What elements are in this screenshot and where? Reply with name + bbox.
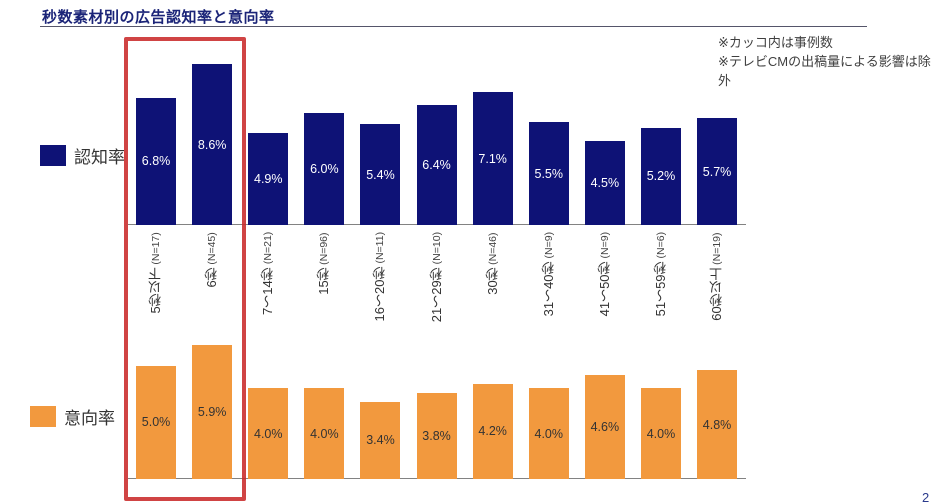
category-n-count: (N=9) bbox=[542, 232, 555, 262]
bar-value-label: 4.9% bbox=[254, 172, 283, 187]
category-label-6: 30秒 (N=46) bbox=[483, 232, 503, 295]
category-label-text: 6秒 bbox=[204, 267, 220, 288]
bar-value-label: 4.0% bbox=[254, 426, 283, 441]
bar-value-label: 3.4% bbox=[366, 433, 395, 448]
bar-value-label: 4.0% bbox=[646, 426, 676, 441]
intent-color-swatch bbox=[30, 406, 56, 427]
category-label-5: 21〜29秒 (N=10) bbox=[427, 232, 447, 322]
bar-value-label: 4.5% bbox=[590, 175, 620, 190]
awareness-legend-label: 認知率 bbox=[74, 148, 125, 167]
bar-認知率-1: 8.6% bbox=[192, 64, 233, 225]
bar-value-label: 4.8% bbox=[702, 417, 732, 432]
awareness-color-swatch bbox=[40, 145, 66, 166]
category-label-4: 16〜20秒 (N=11) bbox=[370, 232, 390, 321]
bar-value-label: 5.2% bbox=[646, 169, 676, 184]
category-label-text: 51〜59秒 bbox=[652, 261, 668, 317]
bar-意向率-2: 4.0% bbox=[248, 388, 289, 479]
category-label-text: 21〜29秒 bbox=[428, 267, 444, 323]
legend-intent: 意向率 bbox=[30, 404, 115, 429]
bar-認知率-10: 5.7% bbox=[697, 118, 738, 225]
bar-認知率-0: 6.8% bbox=[136, 97, 177, 225]
category-label-text: 5秒以下 bbox=[148, 267, 164, 314]
bar-意向率-4: 3.4% bbox=[360, 401, 401, 479]
bar-認知率-3: 6.0% bbox=[304, 112, 345, 225]
category-label-text: 15秒 bbox=[316, 267, 332, 295]
bar-value-label: 4.0% bbox=[310, 426, 339, 441]
bar-意向率-9: 4.0% bbox=[640, 388, 681, 479]
category-n-count: (N=19) bbox=[711, 232, 724, 268]
bar-value-label: 5.0% bbox=[141, 415, 171, 430]
footnote-line-1: ※カッコ内は事例数 bbox=[718, 35, 833, 50]
legend-awareness: 認知率 bbox=[40, 143, 125, 168]
bar-意向率-0: 5.0% bbox=[136, 365, 177, 479]
category-label-8: 41〜50秒 (N=9) bbox=[595, 232, 615, 316]
title-underline bbox=[40, 26, 867, 27]
category-n-count: (N=11) bbox=[374, 232, 387, 267]
category-n-count: (N=17) bbox=[150, 232, 163, 268]
category-label-text: 7〜14秒 bbox=[260, 267, 276, 316]
category-label-3: 15秒 (N=96) bbox=[314, 232, 334, 295]
bar-認知率-2: 4.9% bbox=[248, 133, 289, 225]
page-number: 2 bbox=[922, 490, 930, 504]
intent-legend-label: 意向率 bbox=[64, 409, 115, 428]
category-label-text: 31〜40秒 bbox=[540, 261, 556, 317]
bar-認知率-7: 5.5% bbox=[528, 122, 569, 225]
category-label-0: 5秒以下 (N=17) bbox=[146, 232, 166, 314]
category-label-text: 30秒 bbox=[484, 267, 500, 295]
bar-意向率-10: 4.8% bbox=[697, 370, 738, 479]
bar-意向率-5: 3.8% bbox=[416, 392, 457, 479]
category-n-count: (N=9) bbox=[598, 232, 611, 262]
category-n-count: (N=46) bbox=[486, 232, 499, 268]
bar-認知率-9: 5.2% bbox=[640, 127, 681, 225]
category-n-count: (N=10) bbox=[430, 232, 443, 268]
bar-value-label: 3.8% bbox=[422, 428, 451, 443]
bar-認知率-5: 6.4% bbox=[416, 105, 457, 225]
category-label-9: 51〜59秒 (N=6) bbox=[651, 232, 671, 316]
bar-意向率-6: 4.2% bbox=[472, 383, 513, 479]
category-n-count: (N=45) bbox=[206, 232, 219, 268]
category-label-2: 7〜14秒 (N=21) bbox=[258, 232, 278, 315]
page-title: 秒数素材別の広告認知率と意向率 bbox=[42, 9, 275, 26]
bar-value-label: 5.7% bbox=[702, 164, 732, 179]
bar-value-label: 4.2% bbox=[478, 424, 507, 439]
bar-value-label: 7.1% bbox=[478, 151, 507, 166]
category-n-count: (N=21) bbox=[262, 232, 275, 268]
bar-value-label: 4.0% bbox=[534, 426, 564, 441]
footnotes: ※カッコ内は事例数 ※テレビCMの出稿量による影響は除外 bbox=[718, 33, 943, 90]
category-n-count: (N=6) bbox=[654, 232, 667, 262]
category-label-10: 60秒以上 (N=19) bbox=[707, 232, 727, 321]
bar-value-label: 6.8% bbox=[141, 154, 171, 169]
bar-value-label: 6.4% bbox=[422, 158, 451, 173]
category-label-text: 60秒以上 bbox=[709, 267, 725, 321]
bar-意向率-8: 4.6% bbox=[584, 374, 625, 479]
bar-認知率-6: 7.1% bbox=[472, 92, 513, 225]
bar-意向率-3: 4.0% bbox=[304, 388, 345, 479]
bar-value-label: 4.6% bbox=[590, 419, 620, 434]
bar-value-label: 5.9% bbox=[197, 405, 227, 420]
bar-value-label: 5.4% bbox=[366, 167, 395, 182]
category-label-7: 31〜40秒 (N=9) bbox=[539, 232, 559, 316]
bar-意向率-7: 4.0% bbox=[528, 388, 569, 479]
footnote-line-2: ※テレビCMの出稿量による影響は除外 bbox=[718, 54, 931, 88]
bar-認知率-4: 5.4% bbox=[360, 124, 401, 225]
category-n-count: (N=96) bbox=[318, 232, 331, 268]
category-label-text: 16〜20秒 bbox=[372, 266, 388, 322]
category-label-text: 41〜50秒 bbox=[596, 261, 612, 317]
bar-認知率-8: 4.5% bbox=[584, 140, 625, 225]
bar-value-label: 5.5% bbox=[534, 166, 564, 181]
bar-value-label: 6.0% bbox=[310, 161, 339, 176]
category-label-1: 6秒 (N=45) bbox=[202, 232, 222, 288]
bar-value-label: 8.6% bbox=[197, 137, 227, 152]
bar-意向率-1: 5.9% bbox=[192, 345, 233, 479]
